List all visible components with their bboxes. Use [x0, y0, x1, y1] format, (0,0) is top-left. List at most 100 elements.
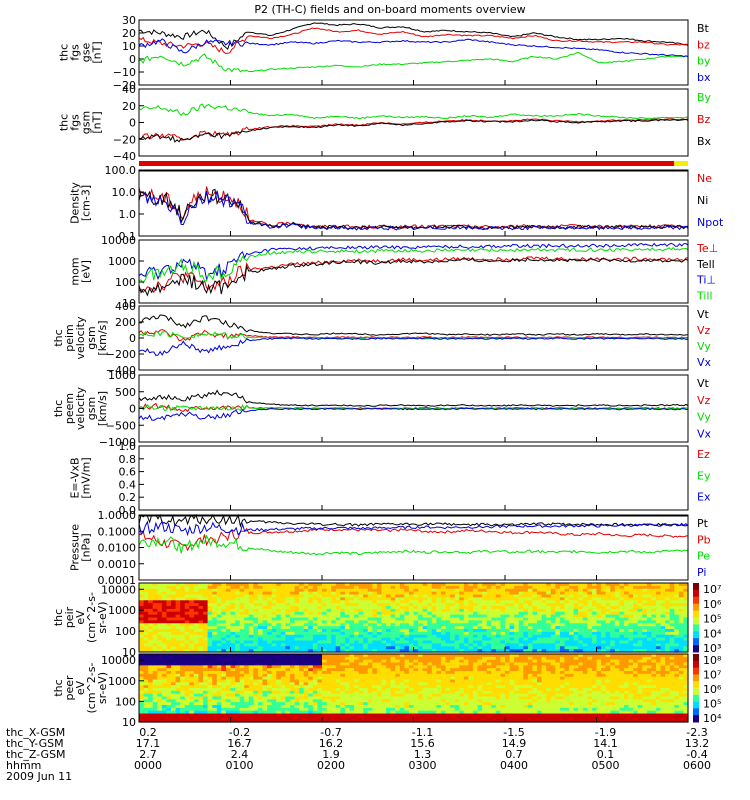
- heatmap-cell: [189, 719, 195, 723]
- heatmap-cell: [660, 597, 666, 601]
- heatmap-cell: [367, 671, 373, 675]
- heatmap-cell: [303, 713, 309, 717]
- heatmap-cell: [445, 707, 451, 712]
- heatmap-cell: [440, 696, 447, 700]
- heatmap-cell: [569, 608, 575, 613]
- heatmap-cell: [322, 665, 328, 669]
- heatmap-cell: [436, 614, 442, 619]
- heatmap-cell: [518, 649, 524, 653]
- heatmap-cell: [514, 614, 520, 619]
- heatmap-cell: [509, 583, 515, 587]
- heatmap-cell: [646, 620, 652, 624]
- heatmap-cell: [450, 696, 456, 700]
- heatmap-cell: [331, 588, 337, 593]
- heatmap-cell: [591, 583, 598, 587]
- heatmap-cell: [280, 685, 286, 689]
- heatmap-cell: [312, 716, 319, 720]
- heatmap-cell: [262, 600, 268, 604]
- heatmap-cell: [280, 585, 286, 590]
- heatmap-cell: [248, 696, 254, 700]
- heatmap-cell: [683, 611, 689, 616]
- heatmap-cell: [139, 713, 145, 717]
- heatmap-cell: [660, 591, 666, 596]
- heatmap-cell: [157, 611, 163, 616]
- heatmap-cell: [322, 707, 328, 712]
- heatmap-cell: [230, 699, 236, 703]
- heatmap-cell: [454, 626, 460, 630]
- heatmap-cell: [395, 662, 401, 666]
- heatmap-cell: [349, 588, 355, 593]
- heatmap-cell: [591, 646, 598, 650]
- heatmap-cell: [184, 603, 190, 607]
- heatmap-cell: [303, 685, 309, 689]
- heatmap-cell: [235, 631, 241, 636]
- heatmap-cell: [582, 634, 588, 639]
- heatmap-cell: [225, 617, 232, 621]
- heatmap-cell: [349, 710, 355, 715]
- heatmap-cell: [354, 676, 360, 681]
- heatmap-cell: [280, 659, 286, 664]
- heatmap-cell: [166, 662, 172, 666]
- heatmap-cell: [308, 707, 314, 712]
- heatmap-cell: [482, 646, 488, 650]
- heatmap-cell: [669, 583, 675, 587]
- heatmap-cell: [386, 671, 392, 675]
- heatmap-cell: [289, 631, 296, 636]
- heatmap-cell: [404, 620, 410, 624]
- heatmap-cell: [491, 649, 497, 653]
- heatmap-cell: [477, 710, 483, 715]
- heatmap-cell: [358, 702, 364, 706]
- heatmap-cell: [587, 617, 593, 621]
- heatmap-cell: [344, 702, 351, 706]
- heatmap-cell: [418, 585, 424, 590]
- heatmap-cell: [454, 606, 460, 610]
- heatmap-cell: [267, 668, 273, 672]
- heatmap-cell: [454, 679, 460, 683]
- heatmap-cell: [408, 705, 415, 709]
- heatmap-cell: [472, 640, 479, 644]
- heatmap-cell: [161, 693, 168, 698]
- heatmap-cell: [619, 597, 625, 601]
- heatmap-cell: [655, 603, 662, 607]
- heatmap-cell: [230, 594, 236, 598]
- series-line-black: [138, 22, 689, 50]
- heatmap-cell: [267, 673, 273, 678]
- heatmap-cell: [527, 591, 534, 596]
- heatmap-cell: [573, 634, 579, 639]
- heatmap-cell: [143, 662, 149, 666]
- heatmap-cell: [436, 626, 442, 630]
- heatmap-cell: [363, 690, 369, 695]
- heatmap-cell: [555, 585, 561, 590]
- heatmap-cell: [230, 716, 236, 720]
- heatmap-cell: [276, 673, 282, 678]
- heatmap-cell: [413, 603, 419, 607]
- heatmap-cell: [381, 676, 387, 681]
- heatmap-cell: [495, 583, 502, 587]
- heatmap-cell: [317, 600, 323, 604]
- heatmap-cell: [395, 640, 401, 644]
- heatmap-cell: [253, 710, 259, 715]
- heatmap-cell: [340, 656, 346, 661]
- heatmap-cell: [221, 643, 227, 647]
- heatmap-cell: [500, 617, 506, 621]
- heatmap-cell: [596, 614, 602, 619]
- heatmap-cell: [340, 608, 346, 613]
- heatmap-cell: [161, 713, 168, 717]
- heatmap-cell: [601, 626, 607, 630]
- heatmap-cell: [660, 649, 666, 653]
- heatmap-cell: [395, 606, 401, 610]
- heatmap-cell: [367, 594, 373, 598]
- heatmap-cell: [418, 682, 424, 686]
- heatmap-cell: [244, 673, 250, 678]
- heatmap-cell: [440, 608, 447, 613]
- heatmap-cell: [569, 588, 575, 593]
- heatmap-cell: [354, 654, 360, 658]
- heatmap-cell: [459, 649, 465, 653]
- heatmap-cell: [363, 668, 369, 672]
- heatmap-cell: [271, 600, 277, 604]
- heatmap-cell: [235, 606, 241, 610]
- heatmap-cell: [591, 643, 598, 647]
- heatmap-cell: [665, 585, 671, 590]
- heatmap-cell: [408, 713, 415, 717]
- heatmap-cell: [472, 705, 479, 709]
